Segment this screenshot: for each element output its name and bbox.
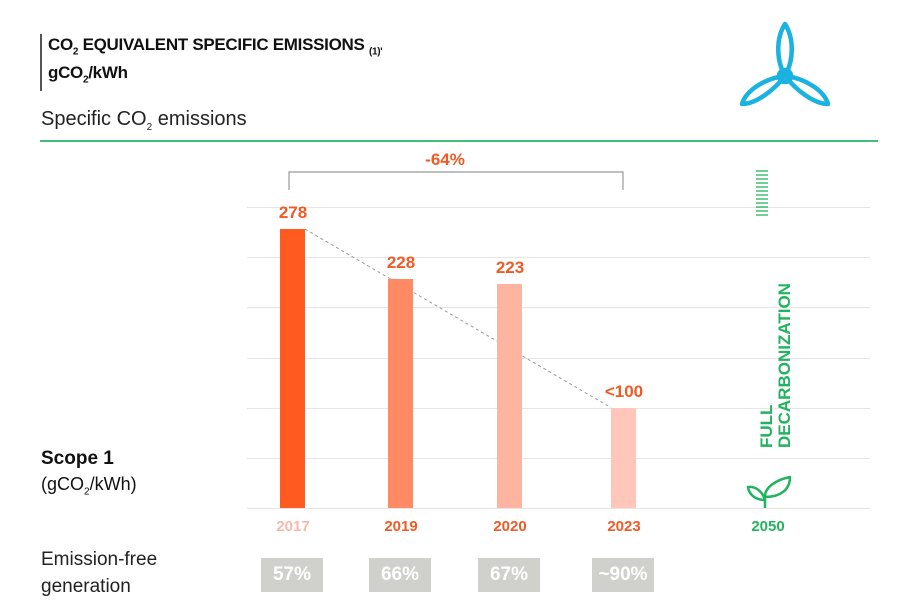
target-line2: DECARBONIZATION: [775, 283, 794, 448]
reduction-label: -64%: [425, 150, 465, 169]
emission-free-value: ~90%: [592, 558, 654, 592]
year-label: 2023: [607, 518, 641, 535]
chart-subtitle: Specific CO2 emissions: [41, 108, 247, 133]
gridline: [247, 357, 870, 359]
bar-2023: [611, 407, 636, 508]
chart-title: CO2 EQUIVALENT SPECIFIC EMISSIONS (1)' g…: [40, 34, 383, 91]
divider: [40, 140, 878, 142]
target-label: FULL DECARBONIZATION: [752, 258, 802, 448]
value-label: 228: [386, 253, 416, 273]
leaf-sprout-icon: [746, 475, 792, 508]
emission-free-value: 66%: [369, 558, 431, 592]
scope-unit: (gCO2/kWh): [41, 474, 137, 498]
emission-free-value: 57%: [261, 558, 323, 592]
target-line1: FULL: [757, 405, 776, 448]
trend-line: [304, 228, 612, 409]
dashed-continuation-icon: [756, 170, 768, 216]
bar-2020: [497, 284, 522, 508]
gridline: [247, 508, 870, 510]
emission-free-label: Emission-free generation: [41, 549, 158, 597]
target-year: 2050: [751, 518, 785, 535]
year-label: 2017: [276, 518, 310, 535]
reduction-bracket: [288, 171, 624, 190]
wind-turbine-icon: [739, 21, 831, 107]
value-label: 223: [495, 258, 525, 278]
gridline: [247, 257, 870, 259]
emission-free-value: 67%: [478, 558, 540, 592]
value-label: 278: [278, 203, 308, 223]
gridline: [247, 458, 870, 459]
gridline: [247, 307, 870, 309]
gridline: [247, 207, 870, 208]
gridline: [247, 407, 870, 409]
bar-2019: [388, 279, 413, 508]
year-label: 2020: [493, 518, 527, 535]
value-label: <100: [604, 381, 644, 401]
scope-label: Scope 1: [41, 448, 114, 469]
bar-2017: [280, 229, 305, 508]
year-label: 2019: [384, 518, 418, 535]
